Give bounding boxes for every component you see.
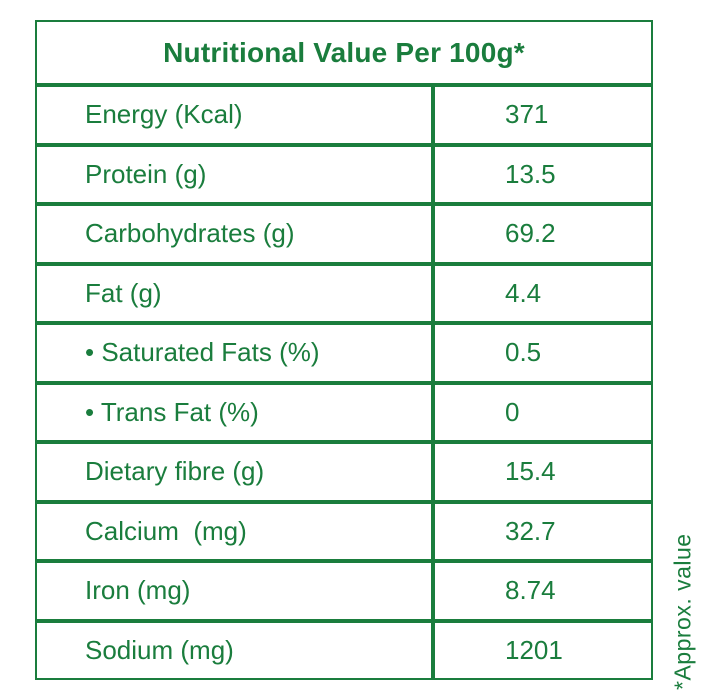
row-value: 69.2 — [433, 204, 653, 264]
table-row: • Trans Fat (%) 0 — [35, 382, 653, 442]
row-value: 4.4 — [433, 263, 653, 323]
table-row: • Saturated Fats (%) 0.5 — [35, 323, 653, 383]
table-row: Iron (mg) 8.74 — [35, 561, 653, 621]
row-value: 0.5 — [433, 323, 653, 383]
row-value: 15.4 — [433, 442, 653, 502]
table-header: Nutritional Value Per 100g* — [35, 20, 653, 85]
page-title: Nutritional Value Per 100g* — [163, 36, 525, 68]
nutrition-table: Nutritional Value Per 100g* Energy (Kcal… — [35, 20, 653, 680]
table-row: Carbohydrates (g) 69.2 — [35, 204, 653, 264]
row-label: Dietary fibre (g) — [35, 442, 433, 502]
row-label: • Trans Fat (%) — [35, 382, 433, 442]
row-value: 1201 — [433, 620, 653, 680]
row-value: 13.5 — [433, 144, 653, 204]
table-row: Fat (g) 4.4 — [35, 263, 653, 323]
row-label: Protein (g) — [35, 144, 433, 204]
table-row: Calcium (mg) 32.7 — [35, 501, 653, 561]
table-row: Dietary fibre (g) 15.4 — [35, 442, 653, 502]
row-label: • Saturated Fats (%) — [35, 323, 433, 383]
table-row: Sodium (mg) 1201 — [35, 620, 653, 680]
row-label: Fat (g) — [35, 263, 433, 323]
row-label: Iron (mg) — [35, 561, 433, 621]
row-value: 8.74 — [433, 561, 653, 621]
row-label: Carbohydrates (g) — [35, 204, 433, 264]
row-label: Sodium (mg) — [35, 620, 433, 680]
row-value: 371 — [433, 85, 653, 145]
approx-value-footnote: *Approx. value — [669, 533, 696, 690]
row-label: Energy (Kcal) — [35, 85, 433, 145]
row-value: 32.7 — [433, 501, 653, 561]
row-value: 0 — [433, 382, 653, 442]
table-row: Protein (g) 13.5 — [35, 144, 653, 204]
row-label: Calcium (mg) — [35, 501, 433, 561]
table-row: Energy (Kcal) 371 — [35, 85, 653, 145]
